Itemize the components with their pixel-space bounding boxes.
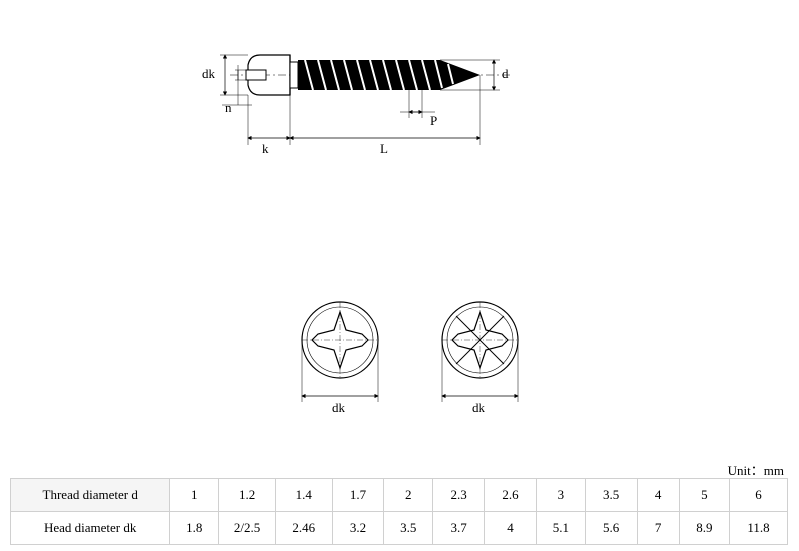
table-cell: 4 <box>485 512 537 545</box>
table-cell: 5.6 <box>585 512 637 545</box>
dim-label-L: L <box>380 141 388 156</box>
screw-head-top-views: dk dk <box>280 290 580 430</box>
table-cell: 2 <box>384 479 433 512</box>
spec-table: Thread diameter d11.21.41.722.32.633.545… <box>10 478 788 545</box>
table-cell: 3.5 <box>585 479 637 512</box>
table-cell: 1.2 <box>219 479 276 512</box>
table-cell: 6 <box>729 479 787 512</box>
dim-label-k: k <box>262 141 269 156</box>
table-cell: 3.5 <box>384 512 433 545</box>
table-cell: 2.6 <box>485 479 537 512</box>
table-cell: 2/2.5 <box>219 512 276 545</box>
pozidriv-head-icon <box>442 302 518 378</box>
table-cell: 8.9 <box>679 512 729 545</box>
dim-label-n: n <box>225 100 232 115</box>
table-cell: 1.8 <box>170 512 219 545</box>
row-label: Head diameter dk <box>11 512 170 545</box>
table-cell: 4 <box>637 479 679 512</box>
table-cell: 11.8 <box>729 512 787 545</box>
dim-label-dk-right: dk <box>472 400 486 415</box>
table-cell: 2.3 <box>433 479 485 512</box>
dim-label-d: d <box>502 66 509 81</box>
table-cell: 7 <box>637 512 679 545</box>
dim-label-P: P <box>430 113 437 128</box>
table-row: Head diameter dk1.82/2.52.463.23.53.745.… <box>11 512 788 545</box>
unit-label: Unit：mm <box>728 460 784 479</box>
table-cell: 3.7 <box>433 512 485 545</box>
row-label: Thread diameter d <box>11 479 170 512</box>
table-cell: 5 <box>679 479 729 512</box>
table-cell: 5.1 <box>537 512 586 545</box>
table-cell: 3 <box>537 479 586 512</box>
dim-label-dk: dk <box>202 66 216 81</box>
table-cell: 1.4 <box>276 479 332 512</box>
table-cell: 1 <box>170 479 219 512</box>
page-container: dk n k L P d <box>0 0 799 551</box>
table-cell: 2.46 <box>276 512 332 545</box>
dim-label-dk-left: dk <box>332 400 346 415</box>
phillips-head-icon <box>302 302 378 378</box>
table-row: Thread diameter d11.21.41.722.32.633.545… <box>11 479 788 512</box>
table-cell: 1.7 <box>332 479 384 512</box>
screw-side-view-diagram: dk n k L P d <box>190 20 530 160</box>
table-cell: 3.2 <box>332 512 384 545</box>
